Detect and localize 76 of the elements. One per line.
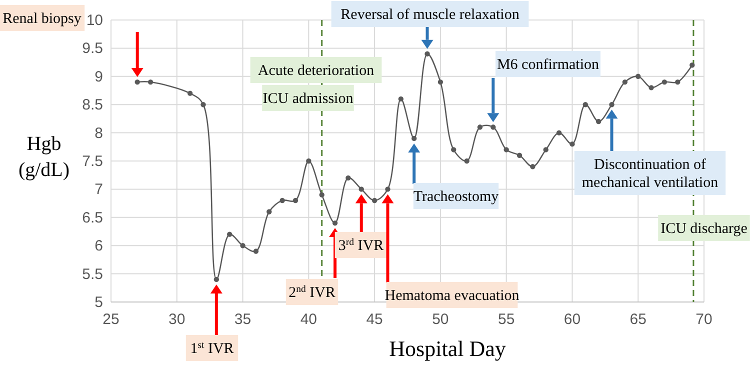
y-tick-label: 9 [94, 68, 103, 86]
point [438, 79, 444, 85]
point [385, 186, 390, 192]
y-tick-label: 9.5 [82, 40, 103, 58]
ref-line-label: ICU discharge [660, 221, 748, 237]
ref-line-label: ICU admission [262, 91, 354, 107]
y-tick-label: 10 [86, 12, 103, 29]
annotation: Acute deterioration [258, 63, 375, 79]
point [609, 102, 614, 108]
y-tick-label: 8 [94, 124, 103, 142]
point [424, 51, 430, 56]
point [490, 124, 496, 130]
point [372, 198, 378, 204]
point [227, 232, 232, 237]
x-tick-label: 55 [498, 311, 515, 328]
point [464, 158, 470, 164]
point [596, 118, 602, 124]
point [134, 79, 140, 85]
point [582, 102, 588, 108]
x-tick-label: 45 [366, 311, 383, 328]
x-tick-label: 50 [432, 311, 449, 328]
y-tick-label: 6 [94, 238, 103, 255]
point [358, 186, 364, 192]
point [648, 85, 654, 90]
point [148, 79, 154, 85]
annotation: Tracheostomy [413, 189, 500, 205]
annotation: 2$^{nd}$ IVR [288, 284, 336, 301]
y-tick-label: 8.5 [82, 96, 103, 114]
point [451, 147, 456, 152]
x-tick-label: 70 [696, 311, 712, 328]
y-axis-title: Hgb (g/dL) [18, 133, 70, 181]
x-tick-label: 65 [630, 311, 646, 328]
y-tick-label: 7 [94, 181, 103, 198]
text: Renal biopsy [2, 11, 82, 27]
annotation: Hematoma evacuation [384, 288, 520, 304]
point [319, 192, 324, 198]
point [346, 175, 351, 181]
x-axis-title: Hospital Day [389, 336, 506, 361]
point [266, 209, 272, 214]
point [411, 136, 417, 142]
point [675, 79, 680, 85]
x-tick-label: 40 [300, 311, 318, 328]
x-tick-label: 25 [102, 311, 120, 328]
x-tick-label: 30 [168, 311, 186, 328]
x-tick-label: 60 [564, 311, 581, 328]
point [200, 102, 206, 108]
y-tick-label: 7.5 [82, 153, 103, 170]
point [530, 164, 536, 170]
point [543, 147, 548, 152]
point [570, 141, 575, 147]
y-tick-label: 6.5 [82, 209, 103, 226]
point [636, 74, 641, 79]
y-tick-label: 5 [94, 294, 103, 311]
point [332, 220, 338, 226]
point [516, 152, 522, 158]
point [477, 124, 483, 130]
point [292, 198, 298, 204]
point [214, 276, 220, 282]
point [662, 79, 668, 85]
point [240, 243, 246, 248]
point [504, 147, 509, 152]
point [398, 96, 404, 102]
point [187, 90, 193, 96]
point [690, 62, 695, 68]
annotation: 3$^{rd}$ IVR [338, 236, 384, 254]
y-tick-label: 5.5 [82, 266, 103, 283]
point [306, 158, 312, 164]
point [253, 248, 259, 254]
x-tick-label: 35 [234, 311, 252, 328]
text: 1$^{st}$ IVR [190, 340, 234, 357]
annotation: Discontinuation of mechanical ventilation [582, 157, 719, 191]
point [280, 198, 285, 204]
annotation: M6 confirmation [496, 57, 600, 73]
point [622, 79, 628, 85]
annotation: Reversal of muscle relaxation [340, 7, 520, 23]
point [556, 130, 562, 136]
